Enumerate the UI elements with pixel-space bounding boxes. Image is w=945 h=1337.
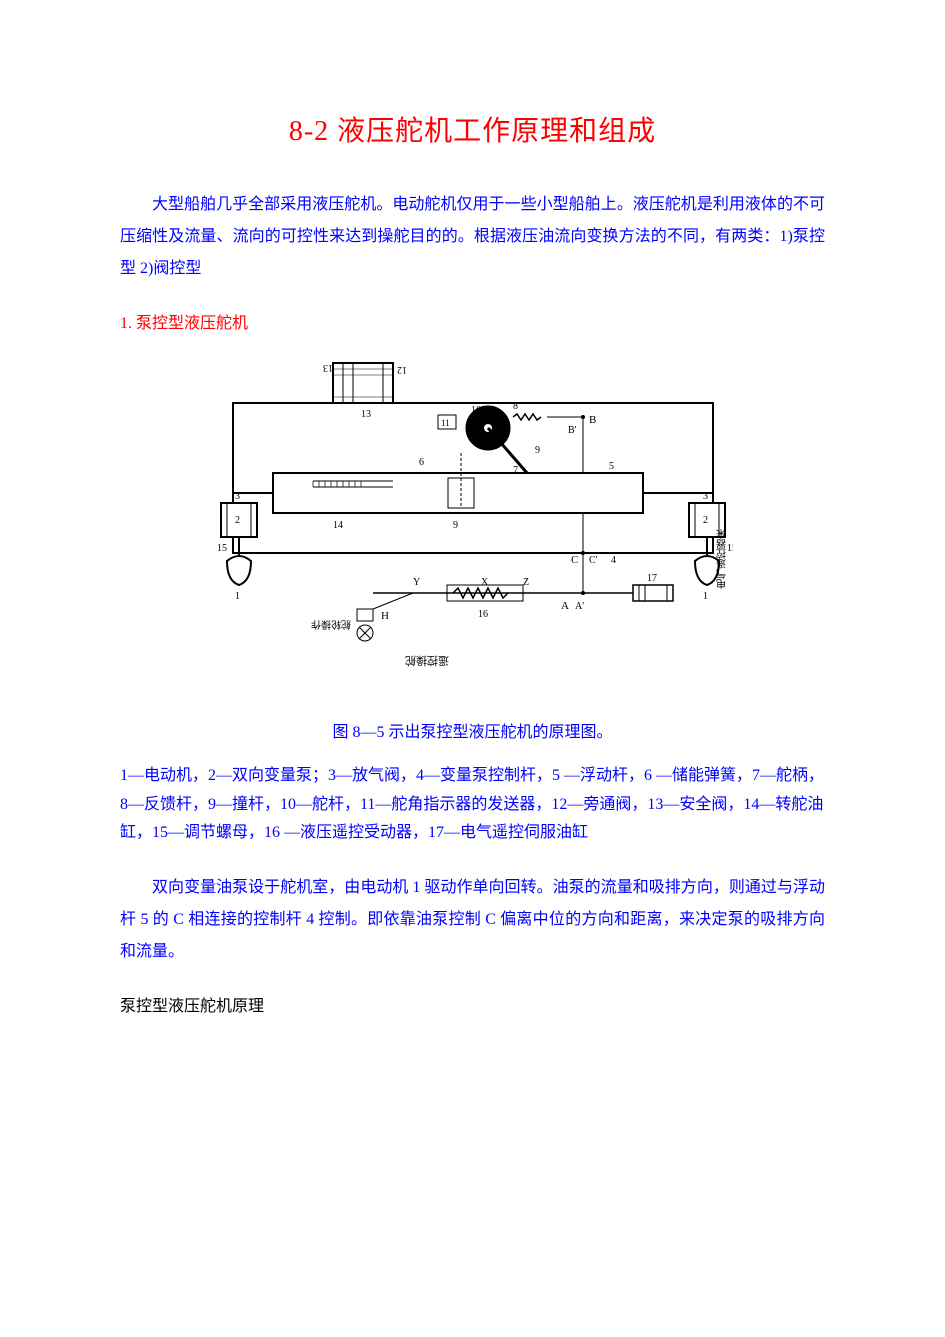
svg-text:17: 17 (647, 573, 657, 584)
paragraph-2: 双向变量油泵设于舵机室，由电动机 1 驱动作单向回转。油泵的流量和吸排方向，则通… (120, 872, 825, 968)
sub-heading: 泵控型液压舵机原理 (120, 992, 825, 1016)
svg-text:A: A (561, 600, 569, 612)
svg-text:2: 2 (235, 515, 240, 526)
svg-text:12: 12 (397, 364, 407, 375)
svg-text:电气遥控器来: 电气遥控器来 (716, 528, 728, 590)
svg-text:X: X (481, 577, 489, 588)
page-title: 8-2 液压舵机工作原理和组成 (120, 109, 825, 149)
svg-text:C: C (571, 554, 578, 566)
svg-text:1: 1 (235, 591, 240, 602)
svg-text:H: H (381, 610, 389, 622)
svg-text:B: B (589, 414, 596, 426)
figure-caption: 图 8—5 示出泵控型液压舵机的原理图。 (120, 718, 825, 742)
svg-text:5: 5 (609, 461, 614, 472)
svg-text:A': A' (575, 601, 584, 612)
svg-text:9: 9 (535, 445, 540, 456)
svg-text:Z: Z (523, 577, 529, 588)
svg-text:6: 6 (419, 457, 424, 468)
svg-text:Y: Y (413, 577, 420, 588)
intro-text: 大型船舶几乎全部采用液压舵机。电动舵机仅用于一些小型船舶上。液压舵机是利用液体的… (120, 196, 825, 277)
svg-text:13: 13 (323, 362, 333, 373)
svg-text:16: 16 (478, 609, 488, 620)
svg-text:8: 8 (513, 401, 518, 412)
svg-text:4: 4 (611, 555, 616, 566)
svg-text:舵轮操作: 舵轮操作 (311, 618, 351, 631)
section-1-heading: 1. 泵控型液压舵机 (120, 309, 825, 333)
svg-text:11: 11 (441, 418, 450, 428)
svg-text:2: 2 (703, 515, 708, 526)
svg-text:遥控操舵: 遥控操舵 (405, 654, 449, 668)
svg-text:13: 13 (361, 409, 371, 420)
svg-text:1: 1 (703, 591, 708, 602)
schematic-diagram: 13 12 13 10 11 8 B B' (213, 353, 733, 683)
svg-text:3: 3 (703, 491, 708, 502)
svg-text:C': C' (589, 555, 598, 566)
component-legend: 1—电动机，2—双向变量泵；3—放气阀，4—变量泵控制杆，5 —浮动杆，6 —储… (120, 762, 825, 848)
para2-text: 双向变量油泵设于舵机室，由电动机 1 驱动作单向回转。油泵的流量和吸排方向，则通… (120, 879, 825, 960)
document-page: 8-2 液压舵机工作原理和组成 大型船舶几乎全部采用液压舵机。电动舵机仅用于一些… (0, 0, 945, 1337)
svg-text:B': B' (568, 425, 577, 436)
svg-text:14: 14 (333, 520, 343, 531)
figure-container: 13 12 13 10 11 8 B B' (120, 353, 825, 688)
svg-text:3: 3 (235, 491, 240, 502)
svg-text:10: 10 (471, 405, 481, 416)
diagram-svg: 13 12 13 10 11 8 B B' (213, 353, 733, 683)
svg-text:15: 15 (217, 543, 227, 554)
svg-text:9: 9 (453, 520, 458, 531)
intro-paragraph: 大型船舶几乎全部采用液压舵机。电动舵机仅用于一些小型船舶上。液压舵机是利用液体的… (120, 189, 825, 285)
